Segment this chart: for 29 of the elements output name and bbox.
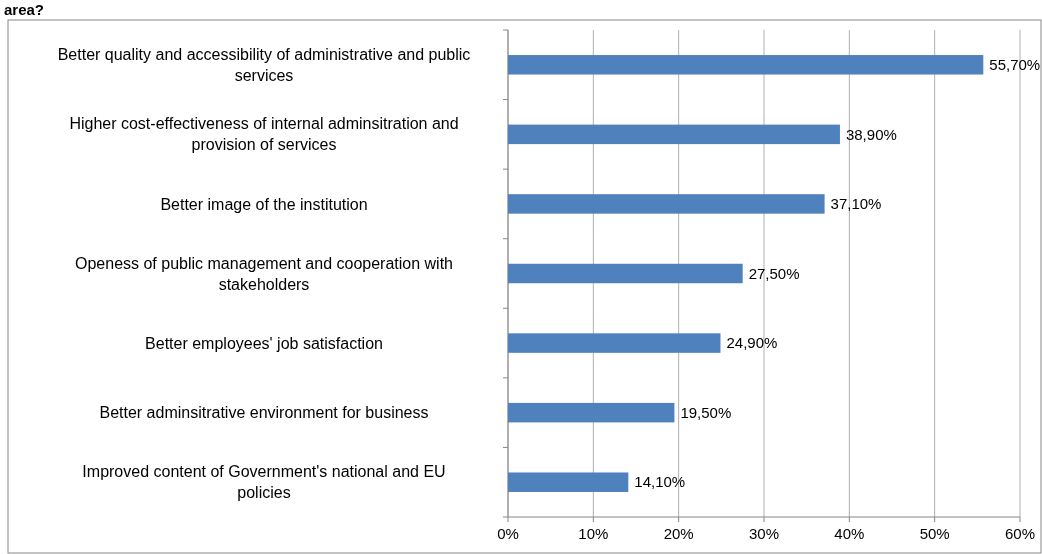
data-label: 14,10% (634, 473, 686, 491)
bar (508, 194, 825, 214)
x-tick-label: 60% (1004, 525, 1036, 542)
text: area? (4, 1, 45, 18)
data-label: 38,90% (845, 125, 897, 143)
data-label: 19,50% (680, 403, 732, 421)
y-tick-label: Higher cost-effectiveness of internal adminsitration and provision of services (69, 115, 459, 154)
x-tick-label: 50% (919, 525, 950, 542)
x-tick-label: 40% (834, 525, 865, 542)
bar (508, 402, 675, 423)
y-tick-label: Better quality and accessibility of administrative and public services (57, 45, 471, 84)
data-label: 37,10% (830, 195, 882, 213)
data-label: 55,70% (989, 56, 1041, 74)
y-tick-label: Improved content of Government's national and EU policies (82, 463, 446, 502)
bar (508, 472, 629, 492)
y-tick-label: Openess of public management and cooperation with stakeholders (74, 254, 454, 293)
bar (508, 55, 984, 75)
data-label: 24,90% (726, 334, 778, 352)
x-tick-label: 0% (497, 525, 519, 542)
data-label: 27,50% (748, 264, 800, 282)
y-tick-label: Better image of the institution (160, 195, 368, 213)
x-tick-label: 10% (578, 525, 609, 542)
bar (508, 263, 743, 284)
bar (508, 333, 721, 353)
y-tick-label: Better adminsitrative environment for business (99, 404, 429, 422)
x-tick-label: 30% (748, 525, 780, 542)
y-tick-label: Better employees' job satisfaction (145, 334, 383, 352)
bar (508, 124, 840, 145)
x-tick-label: 20% (663, 525, 694, 542)
